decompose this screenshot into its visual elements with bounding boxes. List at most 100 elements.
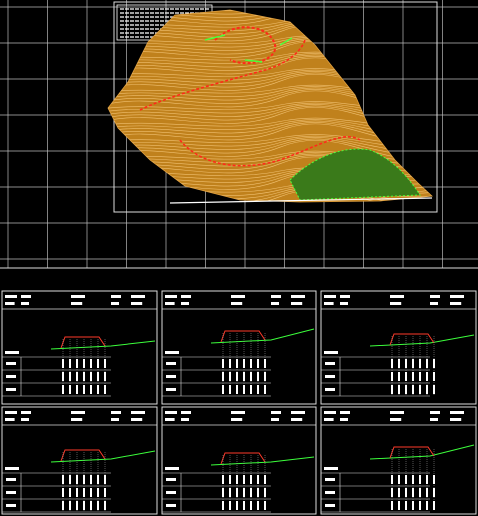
label-text xyxy=(6,362,16,365)
road-section xyxy=(220,452,266,465)
header-text xyxy=(111,302,119,305)
section-panel xyxy=(1,406,158,515)
station-value xyxy=(76,385,78,394)
header-text xyxy=(181,295,191,298)
station-value xyxy=(257,488,259,497)
station-value xyxy=(419,488,421,497)
station-value xyxy=(391,501,393,510)
header-text xyxy=(430,302,438,305)
ground-line xyxy=(50,450,156,463)
header-text xyxy=(111,411,121,414)
station-value xyxy=(229,501,231,510)
green-area xyxy=(289,148,421,201)
station-value xyxy=(257,501,259,510)
station-value xyxy=(250,501,252,510)
station-value xyxy=(69,501,71,510)
header-text xyxy=(271,302,279,305)
station-value xyxy=(243,359,245,368)
station-value xyxy=(419,475,421,484)
header-text xyxy=(291,295,305,298)
header-text xyxy=(71,411,85,414)
station-value xyxy=(104,488,106,497)
header-text xyxy=(340,411,350,414)
header-text xyxy=(324,411,336,414)
contour xyxy=(108,150,432,161)
station-value xyxy=(391,475,393,484)
header-text xyxy=(21,295,31,298)
station-value xyxy=(250,475,252,484)
station-value xyxy=(405,501,407,510)
station-value xyxy=(97,475,99,484)
header-text xyxy=(450,418,462,421)
header-text xyxy=(390,418,402,421)
header-text xyxy=(131,295,145,298)
label-text xyxy=(325,362,335,365)
station-value xyxy=(76,501,78,510)
road-section xyxy=(389,446,435,459)
station-value xyxy=(104,359,106,368)
station-value xyxy=(229,488,231,497)
header-text xyxy=(71,302,83,305)
station-value xyxy=(257,372,259,381)
section-panel xyxy=(161,290,317,405)
station-value xyxy=(97,372,99,381)
station-value xyxy=(236,385,238,394)
header-text xyxy=(291,418,303,421)
station-value xyxy=(83,488,85,497)
header-text xyxy=(165,295,177,298)
station-value xyxy=(236,501,238,510)
station-value xyxy=(250,488,252,497)
station-value xyxy=(433,488,435,497)
station-value xyxy=(229,475,231,484)
ground-line xyxy=(210,328,315,344)
station-value xyxy=(391,488,393,497)
header-text xyxy=(291,411,305,414)
station-value xyxy=(76,359,78,368)
station-value xyxy=(90,372,92,381)
section-panel xyxy=(161,406,317,515)
station-value xyxy=(412,385,414,394)
station-value xyxy=(83,385,85,394)
contour xyxy=(108,140,432,159)
station-value xyxy=(433,372,435,381)
header-text xyxy=(291,302,303,305)
label-text xyxy=(5,467,19,470)
station-value xyxy=(222,372,224,381)
station-value xyxy=(62,488,64,497)
label-text xyxy=(325,504,335,507)
label-text xyxy=(6,478,16,481)
station-value xyxy=(90,501,92,510)
station-value xyxy=(62,372,64,381)
station-value xyxy=(83,372,85,381)
station-value xyxy=(398,475,400,484)
header-text xyxy=(111,418,119,421)
station-value xyxy=(62,385,64,394)
red-alignment xyxy=(139,39,306,111)
station-value xyxy=(97,359,99,368)
station-value xyxy=(257,385,259,394)
station-value xyxy=(264,359,266,368)
label-text xyxy=(165,351,179,354)
station-value xyxy=(229,385,231,394)
station-value xyxy=(243,501,245,510)
station-value xyxy=(97,501,99,510)
station-value xyxy=(243,385,245,394)
panel-frame xyxy=(161,290,317,405)
station-value xyxy=(243,372,245,381)
header-text xyxy=(165,302,175,305)
station-value xyxy=(250,359,252,368)
label-text xyxy=(6,388,16,391)
station-value xyxy=(433,385,435,394)
label-text xyxy=(6,491,16,494)
station-value xyxy=(264,372,266,381)
road-section xyxy=(220,330,266,343)
header-text xyxy=(450,295,464,298)
station-value xyxy=(69,385,71,394)
station-value xyxy=(222,475,224,484)
station-value xyxy=(90,385,92,394)
station-value xyxy=(398,372,400,381)
station-value xyxy=(62,501,64,510)
header-text xyxy=(340,295,350,298)
station-value xyxy=(243,475,245,484)
